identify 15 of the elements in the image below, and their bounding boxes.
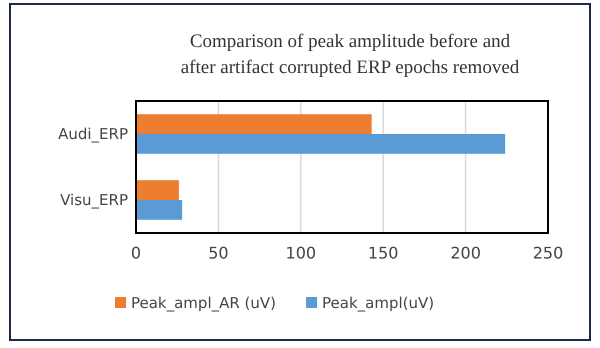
bar (136, 114, 372, 134)
legend-label: Peak_ampl(uV) (322, 294, 434, 312)
x-tick-label: 250 (532, 243, 564, 262)
bar (136, 200, 182, 220)
x-tick-label: 200 (450, 243, 481, 262)
y-tick-label: Visu_ERP (60, 190, 128, 209)
y-tick-label: Audi_ERP (58, 124, 128, 143)
x-tick-label: 100 (286, 243, 316, 262)
bar (136, 134, 506, 154)
x-tick-label: 0 (130, 243, 142, 262)
legend-label: Peak_ampl_AR (uV) (131, 294, 276, 312)
x-tick-label: 50 (208, 243, 229, 262)
bar (136, 180, 179, 200)
x-tick-label: 150 (368, 243, 398, 262)
chart-title: Comparison of peak amplitude before and after artifact corrupted ERP epochs removed (180, 31, 520, 78)
